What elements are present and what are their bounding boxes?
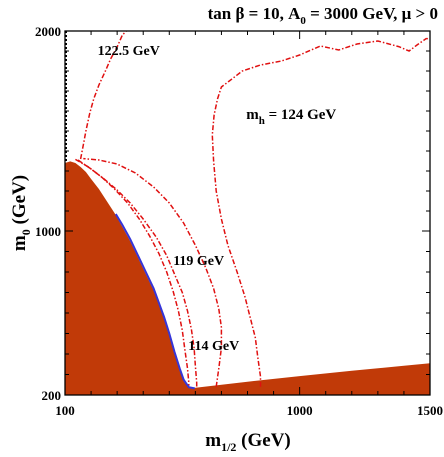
series-label-0: mh = 124 GeV: [246, 107, 336, 127]
y-axis-label: m0 (GeV): [9, 175, 33, 251]
series-line-5: [114, 213, 195, 390]
y-tick-label: 200: [42, 388, 62, 403]
x-tick-label: 1000: [287, 403, 313, 418]
y-tick-label: 2000: [35, 24, 61, 39]
series-label-3: 114 GeV: [188, 339, 239, 354]
x-tick-label: 100: [55, 403, 75, 418]
x-axis-label: m1/2 (GeV): [205, 430, 291, 454]
series-line-4: [83, 157, 223, 387]
chart-title: tan β = 10, A0 = 3000 GeV, μ > 0: [208, 4, 438, 27]
tick-labels: 100 1000 1500 200 1000 2000: [35, 24, 443, 418]
y-tick-label: 1000: [35, 224, 61, 239]
plot-area: mh = 124 GeV 122.5 GeV 119 GeV 114 GeV: [64, 30, 431, 396]
series-label-1: 122.5 GeV: [98, 44, 160, 59]
series-line-0: [211, 37, 430, 387]
series-label-2: 119 GeV: [173, 254, 224, 269]
contour-labels: mh = 124 GeV 122.5 GeV 119 GeV 114 GeV: [98, 44, 337, 354]
series-line-1: [79, 30, 127, 160]
x-tick-label: 1500: [417, 403, 443, 418]
tick-marks: [64, 30, 431, 396]
excluded-region: [65, 161, 430, 395]
contour-lines: [65, 30, 430, 390]
series-line-3: [75, 158, 190, 386]
